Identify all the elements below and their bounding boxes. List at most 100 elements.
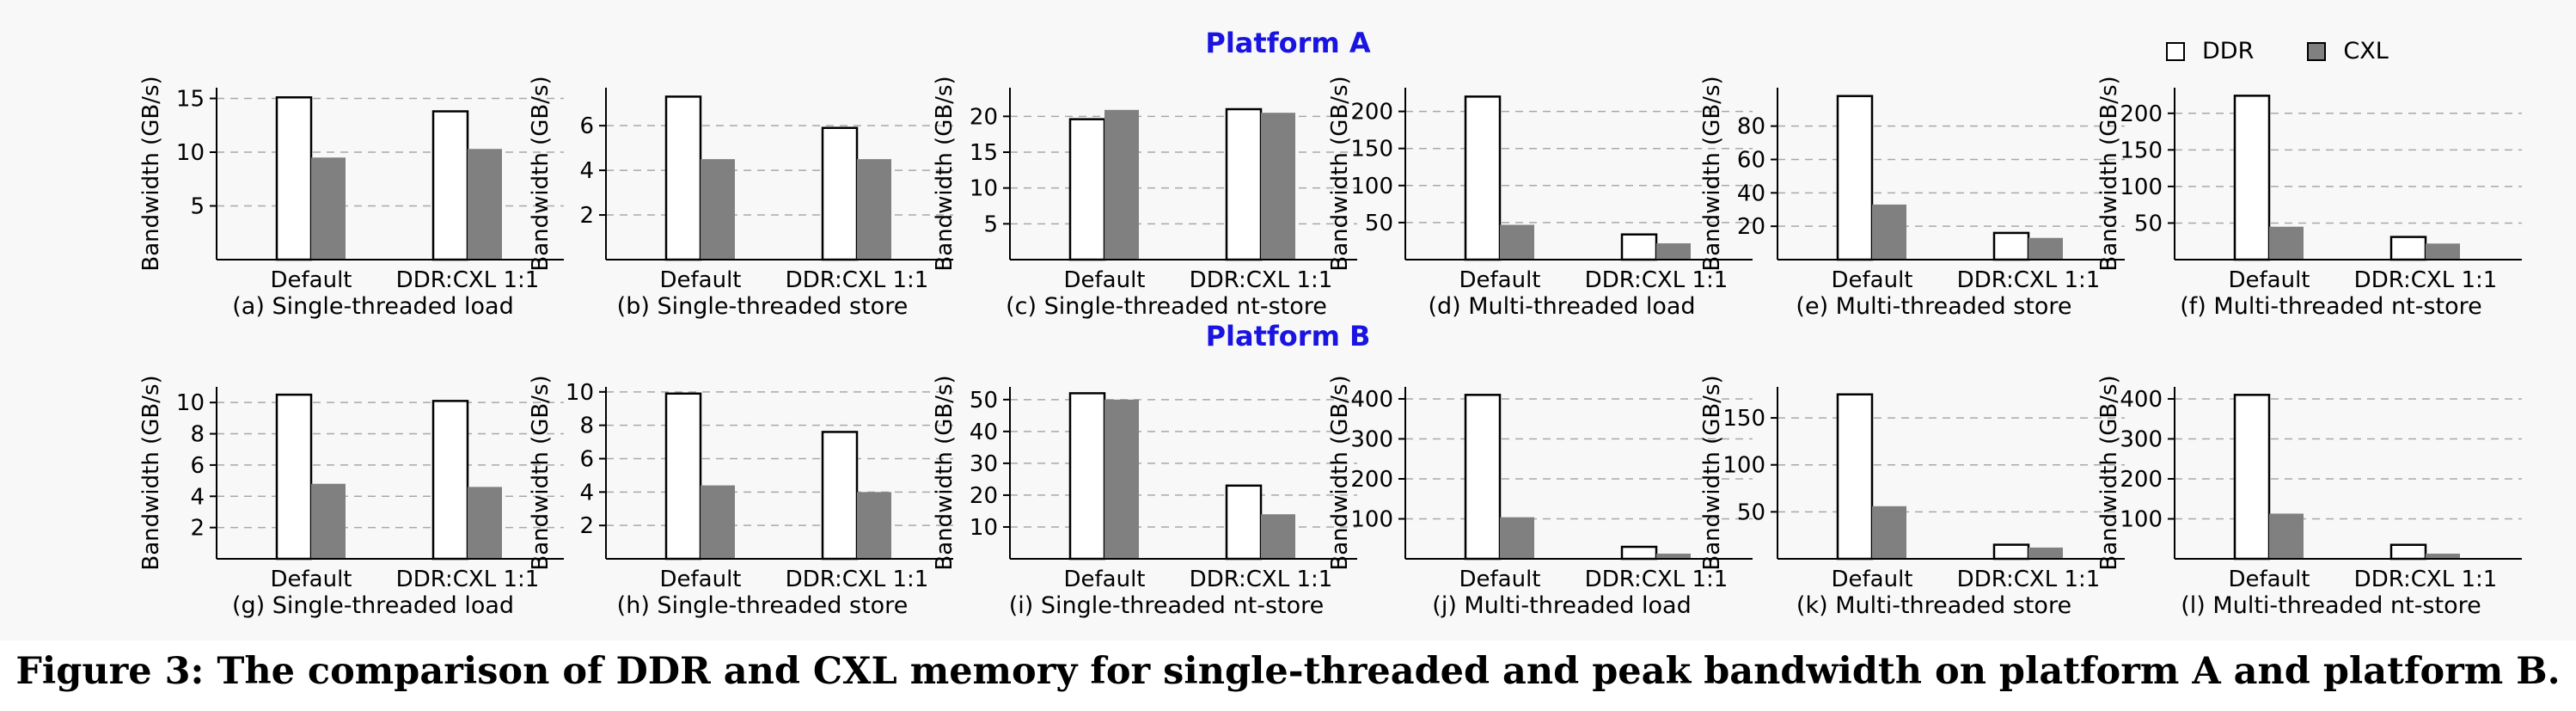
subplot-title: (l) Multi-threaded nt-store [2181, 592, 2481, 619]
bar-ddr-2 [1620, 233, 1658, 261]
y-tick-label: 5 [190, 194, 205, 220]
bar-cxl-1 [311, 483, 346, 559]
y-tick-label: 100 [2120, 506, 2163, 532]
y-axis-label: Bandwidth (GB/s) [1327, 375, 1353, 570]
y-tick-label: 2 [579, 203, 594, 229]
x-tick-label: Default [660, 567, 742, 592]
y-tick-label: 20 [970, 483, 998, 509]
y-tick-label: 10 [970, 515, 998, 541]
bar-ddr-1 [275, 393, 313, 561]
bar-ddr-2 [431, 110, 469, 261]
y-tick-label: 80 [1737, 114, 1765, 140]
bar-cxl-2 [1261, 514, 1295, 559]
bar-ddr-1 [664, 95, 702, 261]
chart-12: Default DDR:CXL 1:1 100 200 300 400Bandwidth … [2096, 375, 2522, 619]
y-tick-label: 6 [190, 453, 205, 479]
bar-ddr-1 [1836, 393, 1874, 561]
x-tick-label: Default [1064, 567, 1146, 592]
x-tick-label: DDR:CXL 1:1 [1190, 267, 1333, 293]
x-tick-label: DDR:CXL 1:1 [1585, 567, 1729, 592]
subplot-title: (h) Single-threaded store [617, 592, 909, 619]
y-tick-label: 10 [176, 140, 205, 166]
x-tick-label: Default [271, 267, 352, 293]
bar-cxl-2 [468, 149, 502, 260]
bar-ddr-2 [1225, 107, 1263, 261]
chart-3: Default DDR:CXL 1:1 5 10 15 20 Bandwidth (GB/s… [932, 76, 1357, 320]
x-tick-label: DDR:CXL 1:1 [786, 267, 929, 293]
y-tick-label: 50 [2134, 211, 2163, 236]
bar-cxl-2 [2028, 237, 2063, 260]
x-tick-label: DDR:CXL 1:1 [2354, 267, 2498, 293]
x-tick-label: Default [1832, 567, 1913, 592]
bar-ddr-1 [1836, 95, 1874, 261]
x-tick-label: Default [1459, 567, 1541, 592]
bar-ddr-1 [2233, 95, 2271, 261]
y-tick-label: 10 [970, 176, 998, 202]
bar-ddr-1 [1068, 118, 1106, 261]
bar-cxl-1 [2269, 226, 2304, 260]
x-tick-label: DDR:CXL 1:1 [396, 567, 540, 592]
x-tick-label: DDR:CXL 1:1 [1585, 267, 1729, 293]
y-axis-label: Bandwidth (GB/s) [138, 375, 164, 570]
subplot-title: (d) Multi-threaded load [1428, 293, 1695, 320]
y-tick-label: 150 [1722, 406, 1765, 432]
y-tick-label: 30 [970, 451, 998, 477]
y-axis-label: Bandwidth (GB/s) [1327, 76, 1353, 271]
bar-cxl-1 [1500, 517, 1534, 559]
bar-ddr-2 [2389, 236, 2427, 261]
y-tick-label: 50 [1365, 211, 1393, 236]
x-tick-label: Default [660, 267, 742, 293]
y-axis-label: Bandwidth (GB/s) [932, 375, 958, 570]
y-tick-label: 6 [579, 446, 594, 472]
subplot-title: (e) Multi-threaded store [1796, 293, 2071, 320]
legend-swatch-ddr [2166, 41, 2185, 61]
bar-cxl-1 [1500, 224, 1534, 260]
subplot-title: (b) Single-threaded store [617, 293, 909, 320]
subplot-title: (c) Single-threaded nt-store [1006, 293, 1327, 320]
y-tick-label: 200 [1350, 467, 1393, 493]
subplot-title: (k) Multi-threaded store [1796, 592, 2071, 619]
chart-10: Default DDR:CXL 1:1100200300400Bandwidth … [1327, 375, 1753, 619]
y-tick-label: 100 [1350, 506, 1393, 532]
subplot-title: (a) Single-threaded load [232, 293, 513, 320]
platform-b-title: Platform B [1205, 320, 1371, 352]
y-tick-label: 100 [1350, 174, 1393, 199]
y-tick-label: 300 [1350, 426, 1393, 452]
chart-9: Default DDR:CXL 1:1 10 20 30 40 50 Bandwidth (G… [932, 375, 1357, 619]
y-tick-label: 60 [1737, 147, 1765, 173]
y-axis-label: Bandwidth (GB/s) [1699, 76, 1725, 271]
y-tick-label: 50 [1737, 500, 1765, 525]
bar-cxl-2 [2028, 547, 2063, 559]
y-tick-label: 4 [190, 484, 205, 510]
x-tick-label: Default [271, 567, 352, 592]
chart-5: Default DDR:CXL 1:1 20 40 60 80 Bandwidth (GB/… [1699, 76, 2125, 320]
subplot-title: (j) Multi-threaded load [1432, 592, 1691, 619]
y-tick-label: 8 [190, 422, 205, 448]
x-tick-label: Default [1832, 267, 1913, 293]
x-tick-label: DDR:CXL 1:1 [1957, 567, 2101, 592]
chart-2: Default DDR:CXL 1:1 2 4 6 Bandwidth (GB/s) (b)… [528, 76, 953, 320]
y-tick-label: 150 [1350, 137, 1393, 162]
legend-label-ddr: DDR [2202, 38, 2255, 64]
chart-7: Default DDR:CXL 1:1 2 4 6 8 10 Bandwidth (GB/s)… [138, 375, 564, 619]
subplot-title: (f) Multi-threaded nt-store [2180, 293, 2481, 320]
y-tick-label: 8 [579, 414, 594, 439]
bar-cxl-2 [1656, 243, 1691, 260]
y-tick-label: 10 [176, 390, 205, 416]
legend-item-cxl: CXL [2307, 38, 2389, 64]
y-tick-label: 40 [1737, 181, 1765, 206]
x-tick-label: DDR:CXL 1:1 [786, 567, 929, 592]
y-tick-label: 200 [2120, 467, 2163, 493]
bar-cxl-1 [1104, 109, 1139, 260]
legend-label-cxl: CXL [2343, 38, 2389, 64]
bar-cxl-1 [311, 157, 346, 260]
bar-ddr-2 [1992, 231, 2030, 261]
y-axis-label: Bandwidth (GB/s) [528, 76, 554, 271]
bar-ddr-1 [1464, 95, 1502, 261]
y-tick-label: 10 [566, 380, 594, 406]
bar-ddr-1 [2233, 394, 2271, 561]
y-tick-label: 15 [970, 140, 998, 166]
